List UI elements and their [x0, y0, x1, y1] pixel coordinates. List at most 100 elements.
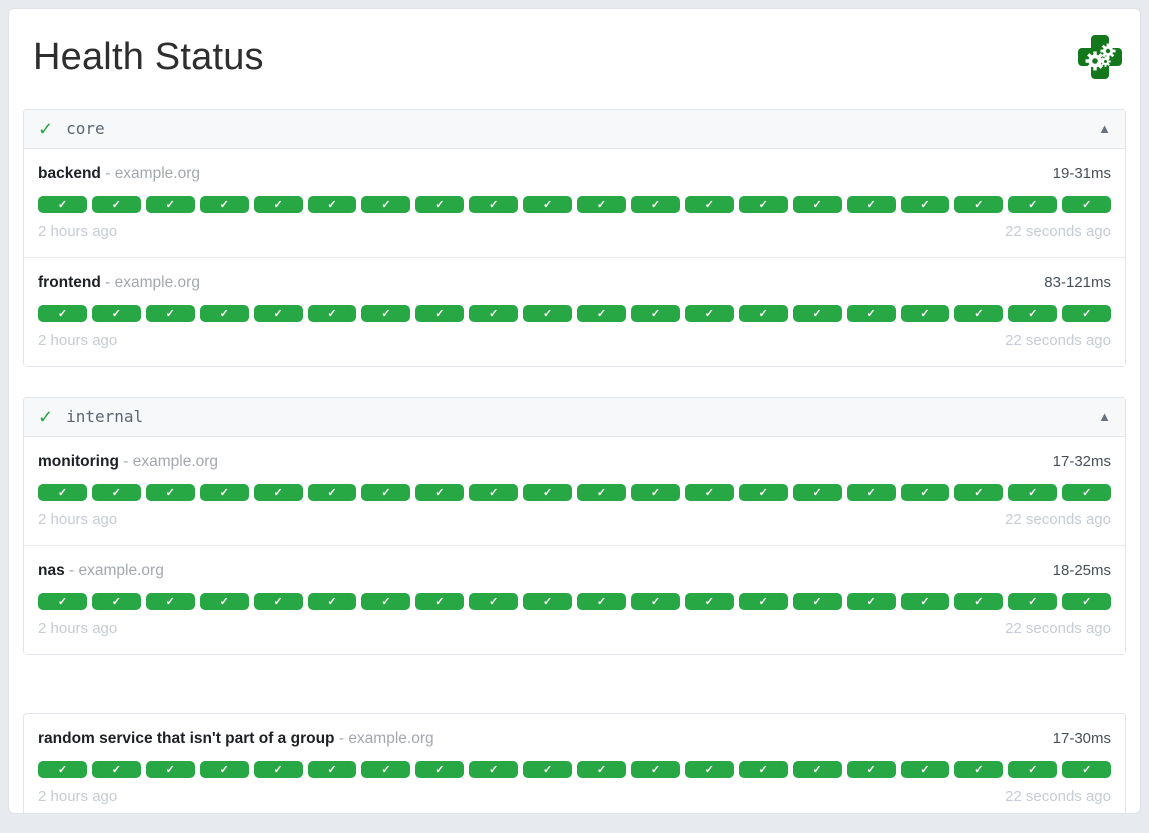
result-badge-success[interactable]: ✓ [954, 305, 1004, 322]
result-badge-success[interactable]: ✓ [415, 593, 465, 610]
result-badge-success[interactable]: ✓ [523, 593, 573, 610]
result-badge-success[interactable]: ✓ [792, 761, 842, 778]
result-badge-success[interactable]: ✓ [145, 761, 195, 778]
result-badge-success[interactable]: ✓ [1008, 484, 1058, 501]
result-badge-success[interactable]: ✓ [145, 196, 195, 213]
result-badge-success[interactable]: ✓ [738, 761, 788, 778]
result-badge-success[interactable]: ✓ [846, 484, 896, 501]
result-badge-success[interactable]: ✓ [145, 593, 195, 610]
result-badge-success[interactable]: ✓ [361, 761, 411, 778]
result-badge-success[interactable]: ✓ [846, 761, 896, 778]
group-header[interactable]: ✓ internal ▲ [24, 398, 1125, 437]
result-badge-success[interactable]: ✓ [523, 196, 573, 213]
result-badge-success[interactable]: ✓ [1062, 196, 1112, 213]
result-badge-success[interactable]: ✓ [253, 196, 303, 213]
result-badge-success[interactable]: ✓ [684, 484, 734, 501]
result-badge-success[interactable]: ✓ [846, 196, 896, 213]
result-badge-success[interactable]: ✓ [738, 484, 788, 501]
result-badge-success[interactable]: ✓ [38, 196, 87, 213]
result-badge-success[interactable]: ✓ [523, 305, 573, 322]
result-badge-success[interactable]: ✓ [630, 593, 680, 610]
result-badge-success[interactable]: ✓ [792, 593, 842, 610]
result-badge-success[interactable]: ✓ [846, 305, 896, 322]
result-badge-success[interactable]: ✓ [361, 484, 411, 501]
result-badge-success[interactable]: ✓ [307, 761, 357, 778]
result-badge-success[interactable]: ✓ [1062, 761, 1112, 778]
result-badge-success[interactable]: ✓ [792, 484, 842, 501]
result-badge-success[interactable]: ✓ [415, 305, 465, 322]
result-badge-success[interactable]: ✓ [199, 484, 249, 501]
result-badge-success[interactable]: ✓ [1008, 196, 1058, 213]
result-badge-success[interactable]: ✓ [307, 196, 357, 213]
result-badge-success[interactable]: ✓ [954, 593, 1004, 610]
result-badge-success[interactable]: ✓ [577, 484, 626, 501]
result-badge-success[interactable]: ✓ [307, 484, 357, 501]
result-badge-success[interactable]: ✓ [738, 305, 788, 322]
result-badge-success[interactable]: ✓ [900, 196, 950, 213]
result-badge-success[interactable]: ✓ [91, 196, 141, 213]
result-badge-success[interactable]: ✓ [684, 761, 734, 778]
result-badge-success[interactable]: ✓ [38, 761, 87, 778]
result-badge-success[interactable]: ✓ [91, 305, 141, 322]
result-badge-success[interactable]: ✓ [900, 593, 950, 610]
result-badge-success[interactable]: ✓ [792, 305, 842, 322]
result-badge-success[interactable]: ✓ [253, 305, 303, 322]
result-badge-success[interactable]: ✓ [630, 196, 680, 213]
result-badge-success[interactable]: ✓ [1008, 593, 1058, 610]
result-badge-success[interactable]: ✓ [577, 305, 626, 322]
endpoint-name[interactable]: random service that isn't part of a grou… [38, 730, 335, 747]
result-badge-success[interactable]: ✓ [415, 761, 465, 778]
result-badge-success[interactable]: ✓ [469, 761, 519, 778]
result-badge-success[interactable]: ✓ [38, 484, 87, 501]
result-badge-success[interactable]: ✓ [523, 484, 573, 501]
group-header[interactable]: ✓ core ▲ [24, 110, 1125, 149]
result-badge-success[interactable]: ✓ [792, 196, 842, 213]
result-badge-success[interactable]: ✓ [1008, 305, 1058, 322]
result-badge-success[interactable]: ✓ [577, 196, 626, 213]
result-badge-success[interactable]: ✓ [91, 761, 141, 778]
result-badge-success[interactable]: ✓ [361, 593, 411, 610]
result-badge-success[interactable]: ✓ [253, 761, 303, 778]
result-badge-success[interactable]: ✓ [1062, 593, 1112, 610]
result-badge-success[interactable]: ✓ [361, 196, 411, 213]
result-badge-success[interactable]: ✓ [630, 484, 680, 501]
result-badge-success[interactable]: ✓ [900, 761, 950, 778]
endpoint-name[interactable]: monitoring [38, 453, 119, 470]
result-badge-success[interactable]: ✓ [469, 484, 519, 501]
result-badge-success[interactable]: ✓ [846, 593, 896, 610]
result-badge-success[interactable]: ✓ [91, 593, 141, 610]
result-badge-success[interactable]: ✓ [738, 593, 788, 610]
result-badge-success[interactable]: ✓ [253, 484, 303, 501]
endpoint-name[interactable]: frontend [38, 274, 101, 291]
result-badge-success[interactable]: ✓ [199, 196, 249, 213]
result-badge-success[interactable]: ✓ [684, 593, 734, 610]
result-badge-success[interactable]: ✓ [145, 484, 195, 501]
result-badge-success[interactable]: ✓ [630, 761, 680, 778]
result-badge-success[interactable]: ✓ [199, 593, 249, 610]
result-badge-success[interactable]: ✓ [1062, 305, 1112, 322]
endpoint-name[interactable]: nas [38, 562, 65, 579]
result-badge-success[interactable]: ✓ [307, 305, 357, 322]
result-badge-success[interactable]: ✓ [1008, 761, 1058, 778]
result-badge-success[interactable]: ✓ [630, 305, 680, 322]
result-badge-success[interactable]: ✓ [361, 305, 411, 322]
result-badge-success[interactable]: ✓ [253, 593, 303, 610]
result-badge-success[interactable]: ✓ [199, 305, 249, 322]
endpoint-name[interactable]: backend [38, 165, 101, 182]
result-badge-success[interactable]: ✓ [577, 593, 626, 610]
result-badge-success[interactable]: ✓ [38, 593, 87, 610]
result-badge-success[interactable]: ✓ [577, 761, 626, 778]
result-badge-success[interactable]: ✓ [145, 305, 195, 322]
result-badge-success[interactable]: ✓ [469, 593, 519, 610]
result-badge-success[interactable]: ✓ [307, 593, 357, 610]
result-badge-success[interactable]: ✓ [469, 196, 519, 213]
result-badge-success[interactable]: ✓ [900, 305, 950, 322]
result-badge-success[interactable]: ✓ [415, 196, 465, 213]
result-badge-success[interactable]: ✓ [684, 305, 734, 322]
result-badge-success[interactable]: ✓ [523, 761, 573, 778]
result-badge-success[interactable]: ✓ [900, 484, 950, 501]
result-badge-success[interactable]: ✓ [954, 196, 1004, 213]
result-badge-success[interactable]: ✓ [684, 196, 734, 213]
result-badge-success[interactable]: ✓ [469, 305, 519, 322]
result-badge-success[interactable]: ✓ [738, 196, 788, 213]
